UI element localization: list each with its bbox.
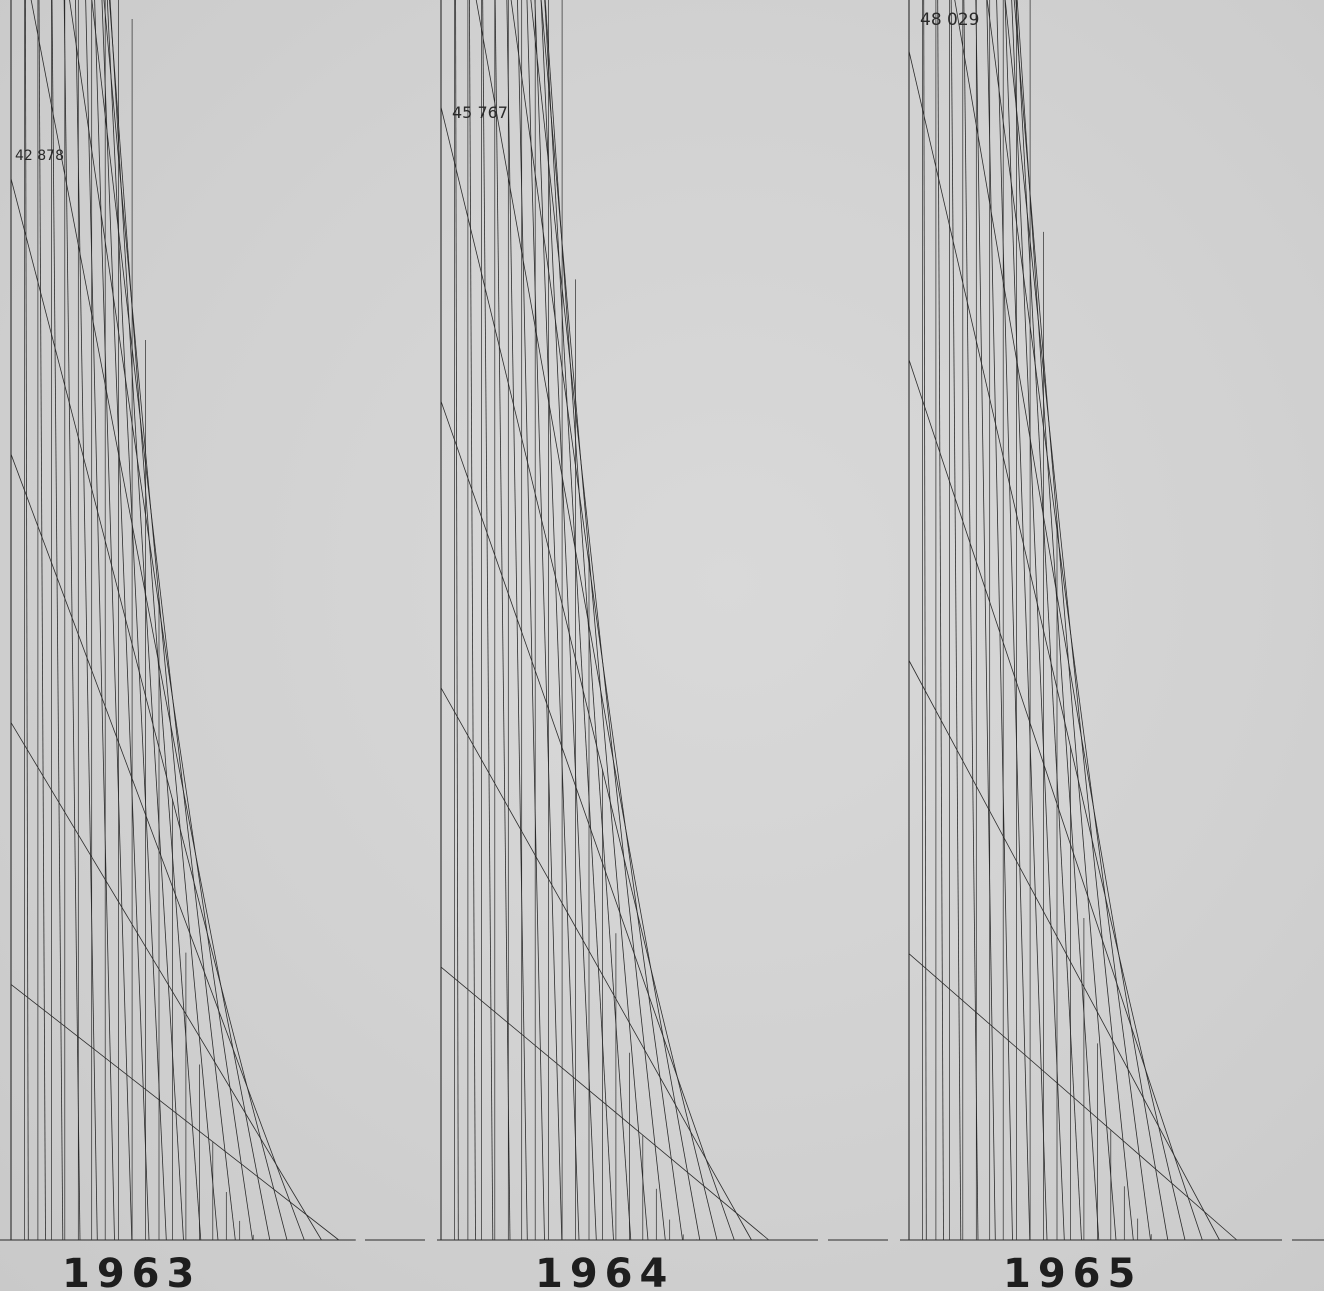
bars-group <box>10 0 1254 1241</box>
year-label-1964: 1964 <box>535 1251 674 1291</box>
string-line <box>544 0 632 1241</box>
bar-1965 <box>908 0 1254 1241</box>
string-line <box>923 0 927 1241</box>
string-line <box>540 0 649 1241</box>
string-line <box>986 0 1013 1241</box>
string-line <box>10 454 305 1241</box>
string-line <box>986 0 1151 1241</box>
string-line <box>469 0 476 1241</box>
string-line <box>440 401 735 1241</box>
string-line <box>85 0 115 1241</box>
string-line <box>455 0 459 1241</box>
string-line <box>1013 0 1117 1241</box>
string-line <box>109 0 184 1241</box>
string-line <box>94 0 133 1241</box>
string-line <box>1015 0 1082 1241</box>
string-line <box>25 0 29 1241</box>
value-label-1965: 48 029 <box>920 10 979 30</box>
string-line <box>91 0 236 1241</box>
string-line <box>1016 0 1100 1241</box>
string-line <box>106 0 167 1241</box>
string-line <box>937 0 944 1241</box>
string-line <box>908 660 1220 1241</box>
string-line <box>996 0 1031 1241</box>
string-line <box>908 359 1203 1241</box>
string-line <box>101 0 150 1241</box>
string-line <box>1004 0 1134 1241</box>
string-line <box>963 0 979 1241</box>
string-line <box>975 0 996 1241</box>
year-label-1963: 1963 <box>62 1251 201 1291</box>
string-line <box>69 0 253 1241</box>
string-line <box>30 0 271 1241</box>
string-line <box>526 0 563 1241</box>
string-line <box>544 0 614 1241</box>
string-line <box>1004 0 1048 1241</box>
value-label-1964: 45 767 <box>452 103 508 122</box>
string-line <box>440 966 770 1241</box>
string-line <box>75 0 98 1241</box>
string-line <box>494 0 511 1241</box>
string-line <box>103 0 219 1241</box>
string-line <box>954 0 1169 1241</box>
string-line <box>10 178 288 1241</box>
string-line <box>908 953 1238 1241</box>
string-line <box>534 0 580 1241</box>
year-label-1965: 1965 <box>1003 1251 1142 1291</box>
string-line <box>482 0 494 1241</box>
string-line <box>51 0 64 1241</box>
string-line <box>506 0 528 1241</box>
string-line <box>10 984 340 1241</box>
bar-1964 <box>440 0 786 1241</box>
string-line <box>1011 0 1065 1241</box>
string-line <box>517 0 545 1241</box>
string-line <box>475 0 701 1241</box>
string-line <box>38 0 46 1241</box>
string-line <box>908 51 1186 1241</box>
string-line <box>109 0 202 1241</box>
value-label-1963: 42 878 <box>15 148 64 164</box>
string-line <box>540 0 597 1241</box>
string-line <box>440 107 718 1241</box>
string-line <box>63 0 81 1241</box>
string-line <box>440 687 752 1241</box>
string-line <box>950 0 962 1241</box>
string-line <box>530 0 666 1241</box>
string-line <box>10 722 322 1241</box>
bar-1963 <box>10 0 356 1241</box>
string-line <box>510 0 683 1241</box>
